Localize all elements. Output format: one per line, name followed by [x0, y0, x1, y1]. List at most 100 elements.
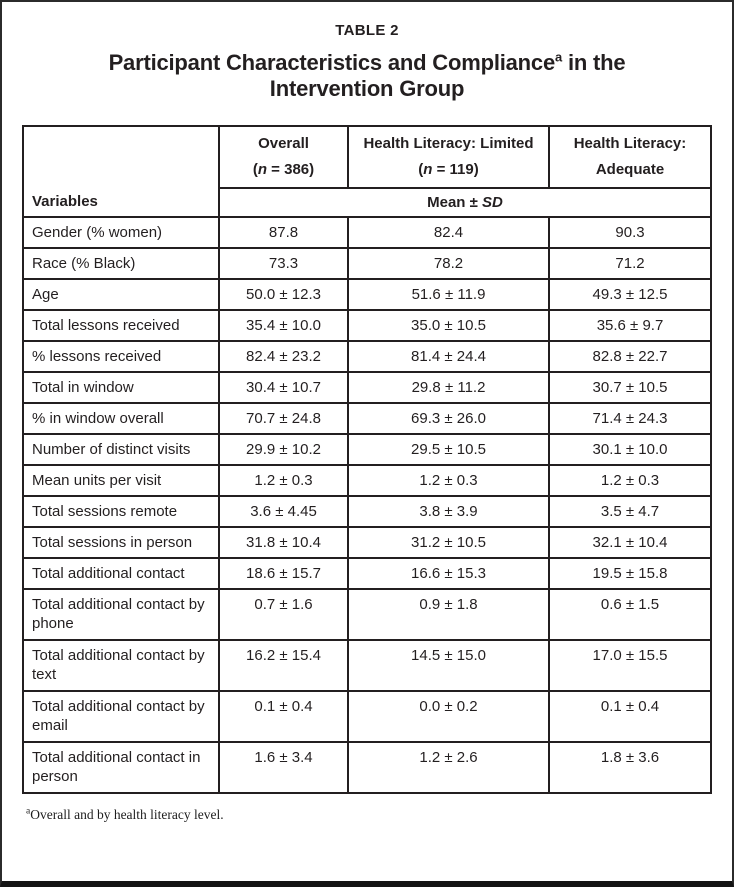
table-row: Total sessions remote 3.6 ± 4.45 3.8 ± 3.9… — [22, 495, 712, 528]
variable-cell: Total additional contact by text — [22, 639, 220, 692]
value-cell: 1.8 ± 3.6 — [548, 741, 712, 794]
page-title: Participant Characteristics and Complian… — [30, 50, 704, 102]
table-row: Total sessions in person 31.8 ± 10.4 31.2 … — [22, 526, 712, 559]
variable-cell: Race (% Black) — [22, 247, 220, 280]
value-cell: 16.6 ± 15.3 — [347, 557, 550, 590]
column-header-adequate: Health Literacy: Adequate — [548, 125, 712, 189]
value-cell: 78.2 — [347, 247, 550, 280]
table-row: Number of distinct visits 29.9 ± 10.2 29.5… — [22, 433, 712, 466]
characteristics-table: Variables Overall (n = 386) Health Liter… — [22, 125, 712, 794]
table-row: % lessons received 82.4 ± 23.2 81.4 ± 24.4… — [22, 340, 712, 373]
variable-cell: Total sessions in person — [22, 526, 220, 559]
value-cell: 30.1 ± 10.0 — [548, 433, 712, 466]
variable-cell: Total lessons received — [22, 309, 220, 342]
variables-header-cell: Variables — [22, 125, 220, 218]
column-header-overall-line1: Overall — [258, 135, 309, 152]
value-cell: 17.0 ± 15.5 — [548, 639, 712, 692]
value-cell: 70.7 ± 24.8 — [218, 402, 349, 435]
variable-cell: Mean units per visit — [22, 464, 220, 497]
footnote-text: Overall and by health literacy level. — [30, 807, 224, 822]
value-cell: 90.3 — [548, 216, 712, 249]
n-value: = 386) — [267, 161, 315, 178]
value-cell: 0.1 ± 0.4 — [548, 690, 712, 743]
value-cell: 19.5 ± 15.8 — [548, 557, 712, 590]
value-cell: 51.6 ± 11.9 — [347, 278, 550, 311]
value-cell: 14.5 ± 15.0 — [347, 639, 550, 692]
title-line2: Intervention Group — [269, 76, 465, 101]
column-header-adequate-line1: Health Literacy: — [573, 135, 687, 152]
table-row: Total additional contact by text 16.2 ± 1… — [22, 639, 712, 692]
variable-cell: Total sessions remote — [22, 495, 220, 528]
value-cell: 0.0 ± 0.2 — [347, 690, 550, 743]
mean-label: Mean ± — [427, 194, 483, 211]
sd-label: SD — [482, 194, 503, 211]
title-text-cont: in the — [562, 50, 626, 75]
value-cell: 82.8 ± 22.7 — [548, 340, 712, 373]
n-symbol: n — [257, 161, 268, 178]
column-header-limited-n: (n = 119) — [418, 161, 478, 178]
value-cell: 69.3 ± 26.0 — [347, 402, 550, 435]
value-cell: 1.2 ± 0.3 — [548, 464, 712, 497]
column-header-overall: Overall (n = 386) — [218, 125, 349, 189]
value-cell: 1.2 ± 2.6 — [347, 741, 550, 794]
column-header-adequate-line2: Adequate — [595, 161, 665, 178]
n-paren-open: ( — [418, 161, 424, 178]
table-row: Gender (% women) 87.8 82.4 90.3 — [22, 216, 712, 249]
column-header-limited: Health Literacy: Limited (n = 119) — [347, 125, 550, 189]
value-cell: 30.7 ± 10.5 — [548, 371, 712, 404]
value-cell: 82.4 ± 23.2 — [218, 340, 349, 373]
value-cell: 18.6 ± 15.7 — [218, 557, 349, 590]
mean-sd-header-cell: Mean ± SD — [218, 187, 712, 218]
table-row: Age 50.0 ± 12.3 51.6 ± 11.9 49.3 ± 12.5 — [22, 278, 712, 311]
value-cell: 35.6 ± 9.7 — [548, 309, 712, 342]
table-row: Race (% Black) 73.3 78.2 71.2 — [22, 247, 712, 280]
variable-cell: % lessons received — [22, 340, 220, 373]
value-cell: 71.4 ± 24.3 — [548, 402, 712, 435]
value-cell: 3.5 ± 4.7 — [548, 495, 712, 528]
value-cell: 0.6 ± 1.5 — [548, 588, 712, 641]
variable-cell: Total in window — [22, 371, 220, 404]
n-value: = 119) — [432, 161, 479, 178]
table-row: Total additional contact in person 1.6 ± … — [22, 741, 712, 794]
variable-cell: Total additional contact in person — [22, 741, 220, 794]
value-cell: 29.8 ± 11.2 — [347, 371, 550, 404]
value-cell: 71.2 — [548, 247, 712, 280]
value-cell: 1.2 ± 0.3 — [347, 464, 550, 497]
value-cell: 1.6 ± 3.4 — [218, 741, 349, 794]
footnote-superscript: a — [26, 806, 31, 817]
variable-cell: Age — [22, 278, 220, 311]
footnote: aOverall and by health literacy level. — [26, 807, 732, 823]
table-row: Mean units per visit 1.2 ± 0.3 1.2 ± 0.3 1.… — [22, 464, 712, 497]
value-cell: 49.3 ± 12.5 — [548, 278, 712, 311]
table-row: Total additional contact by phone 0.7 ± 1… — [22, 588, 712, 641]
header-row-measure: Mean ± SD — [23, 187, 712, 218]
variable-cell: % in window overall — [22, 402, 220, 435]
value-cell: 31.2 ± 10.5 — [347, 526, 550, 559]
value-cell: 87.8 — [218, 216, 349, 249]
table-row: Total additional contact by email 0.1 ± 0… — [22, 690, 712, 743]
value-cell: 3.8 ± 3.9 — [347, 495, 550, 528]
value-cell: 16.2 ± 15.4 — [218, 639, 349, 692]
column-header-limited-line1: Health Literacy: Limited — [363, 135, 534, 152]
variables-header-label: Variables — [32, 193, 98, 210]
value-cell: 73.3 — [218, 247, 349, 280]
variable-cell: Total additional contact by phone — [22, 588, 220, 641]
value-cell: 0.1 ± 0.4 — [218, 690, 349, 743]
value-cell: 32.1 ± 10.4 — [548, 526, 712, 559]
value-cell: 82.4 — [347, 216, 550, 249]
header-row-columns: Variables Overall (n = 386) Health Liter… — [22, 125, 712, 218]
table-header: Variables Overall (n = 386) Health Liter… — [22, 125, 712, 218]
table-row: Total in window 30.4 ± 10.7 29.8 ± 11.2 30.… — [22, 371, 712, 404]
n-paren-open: ( — [252, 161, 258, 178]
title-text: Participant Characteristics and Complian… — [108, 50, 556, 75]
value-cell: 3.6 ± 4.45 — [218, 495, 349, 528]
variable-cell: Gender (% women) — [22, 216, 220, 249]
value-cell: 35.0 ± 10.5 — [347, 309, 550, 342]
value-cell: 29.9 ± 10.2 — [218, 433, 349, 466]
variable-cell: Total additional contact by email — [22, 690, 220, 743]
table-number-label: TABLE 2 — [335, 22, 399, 39]
value-cell: 0.7 ± 1.6 — [218, 588, 349, 641]
value-cell: 81.4 ± 24.4 — [347, 340, 550, 373]
table-body: Gender (% women) 87.8 82.4 90.3 Race (% Blac… — [22, 216, 712, 794]
